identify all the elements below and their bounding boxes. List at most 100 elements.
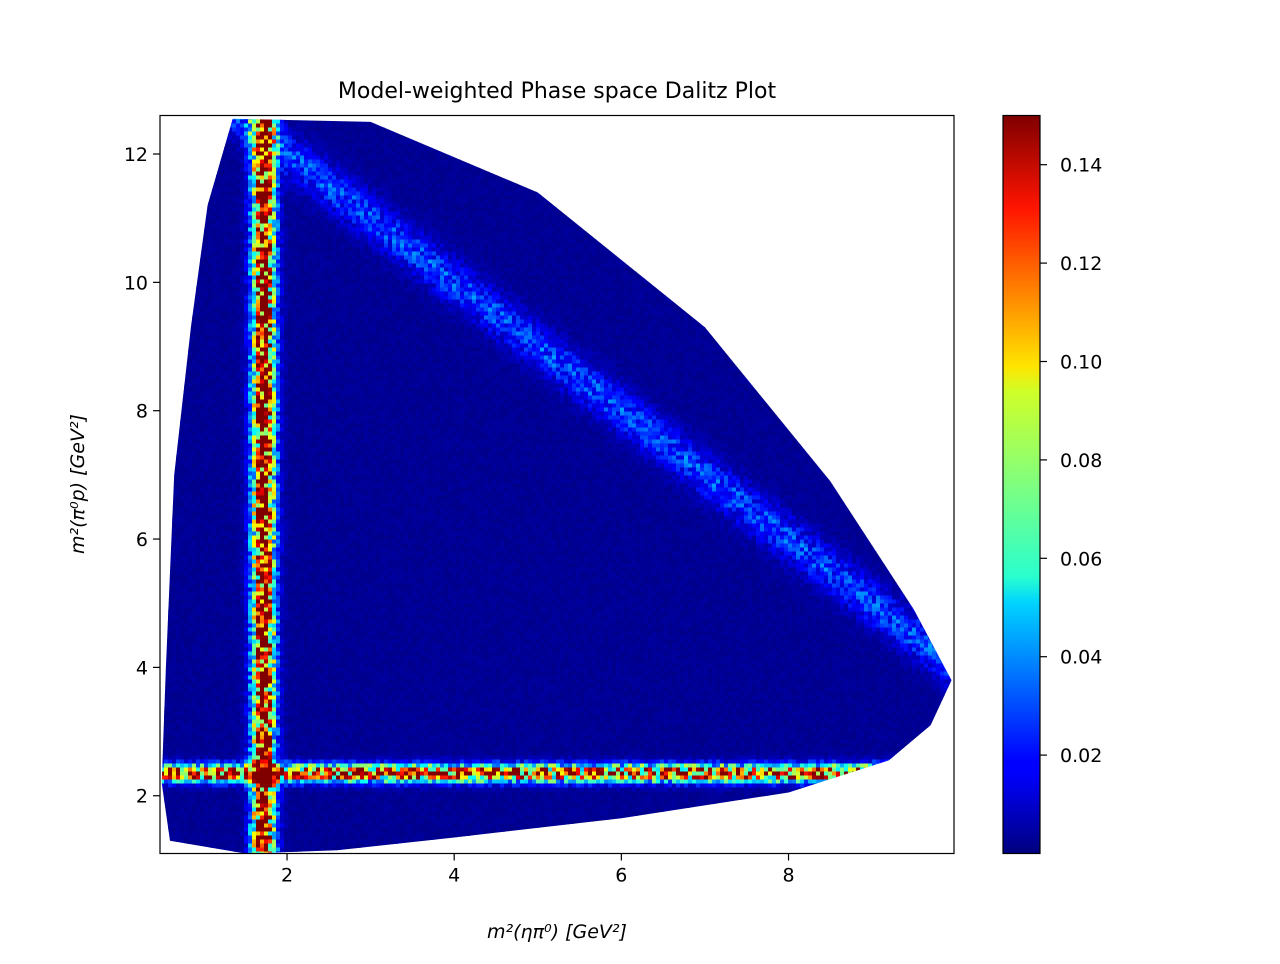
heat-cell [248,200,252,204]
heat-cell [172,616,176,620]
heat-cell [220,656,224,660]
heat-cell [244,820,248,824]
heat-cell [184,796,188,800]
heat-cell [200,200,204,204]
heat-cell [160,436,164,440]
heat-cell [220,684,224,688]
heat-cell [244,220,248,224]
heat-cell [192,824,196,828]
heat-cell [208,328,212,332]
heat-cell [244,732,248,736]
heat-cell [248,588,252,592]
heat-cell [216,140,220,144]
heat-cell [204,792,208,796]
heat-cell [208,728,212,732]
heat-cell [164,744,168,748]
heat-cell [264,640,268,644]
heat-cell [264,700,268,704]
heat-cell [232,300,236,304]
heat-cell [260,164,264,168]
heat-cell [212,840,216,844]
heat-cell [228,464,232,468]
heat-cell [220,272,224,276]
heat-cell [184,816,188,820]
heat-cell [232,508,236,512]
heat-cell [164,420,168,424]
heat-cell [172,492,176,496]
heat-cell [244,208,248,212]
heat-cell [248,432,252,436]
heat-cell [228,732,232,736]
heat-cell [232,572,236,576]
heat-cell [188,328,192,332]
heat-cell [264,428,268,432]
heat-cell [204,200,208,204]
heat-cell [208,772,212,776]
heat-cell [168,672,172,676]
heat-cell [200,588,204,592]
heat-cell [256,352,260,356]
heat-cell [256,636,260,640]
heat-cell [236,148,240,152]
heat-cell [172,320,176,324]
heat-cell [212,188,216,192]
heat-cell [264,180,268,184]
heat-cell [256,796,260,800]
heat-cell [236,476,240,480]
heat-cell [188,124,192,128]
heat-cell [260,328,264,332]
heat-cell [224,576,228,580]
heat-cell [204,416,208,420]
heat-cell [168,772,172,776]
heat-cell [208,516,212,520]
heat-cell [256,416,260,420]
heat-cell [204,680,208,684]
heat-cell [216,792,220,796]
heat-cell [208,784,212,788]
heat-cell [164,300,168,304]
heat-cell [192,588,196,592]
heat-cell [228,688,232,692]
heat-cell [200,236,204,240]
heat-cell [204,592,208,596]
heat-cell [252,588,256,592]
heat-cell [168,764,172,768]
heat-cell [208,304,212,308]
heat-cell [240,416,244,420]
heat-cell [188,692,192,696]
heat-cell [252,428,256,432]
heat-cell [248,668,252,672]
heat-cell [176,156,180,160]
heat-cell [240,628,244,632]
heat-cell [192,712,196,716]
heat-cell [244,312,248,316]
heat-cell [208,684,212,688]
heat-cell [164,768,168,772]
heat-cell [168,404,172,408]
heat-cell [160,224,164,228]
heat-cell [232,676,236,680]
heat-cell [236,696,240,700]
heat-cell [180,636,184,640]
heat-cell [248,428,252,432]
heat-cell [188,652,192,656]
heat-cell [256,300,260,304]
heat-cell [208,528,212,532]
heat-cell [164,456,168,460]
heat-cell [180,668,184,672]
heat-cell [252,808,256,812]
heat-cell [232,296,236,300]
heat-cell [180,224,184,228]
heat-cell [164,680,168,684]
heat-cell [236,416,240,420]
heat-cell [168,748,172,752]
heat-cell [200,616,204,620]
heat-cell [180,248,184,252]
heat-cell [208,120,212,124]
heat-cell [244,644,248,648]
heat-cell [232,124,236,128]
heat-cell [176,440,180,444]
heat-cell [260,508,264,512]
heat-cell [204,372,208,376]
heat-cell [224,280,228,284]
